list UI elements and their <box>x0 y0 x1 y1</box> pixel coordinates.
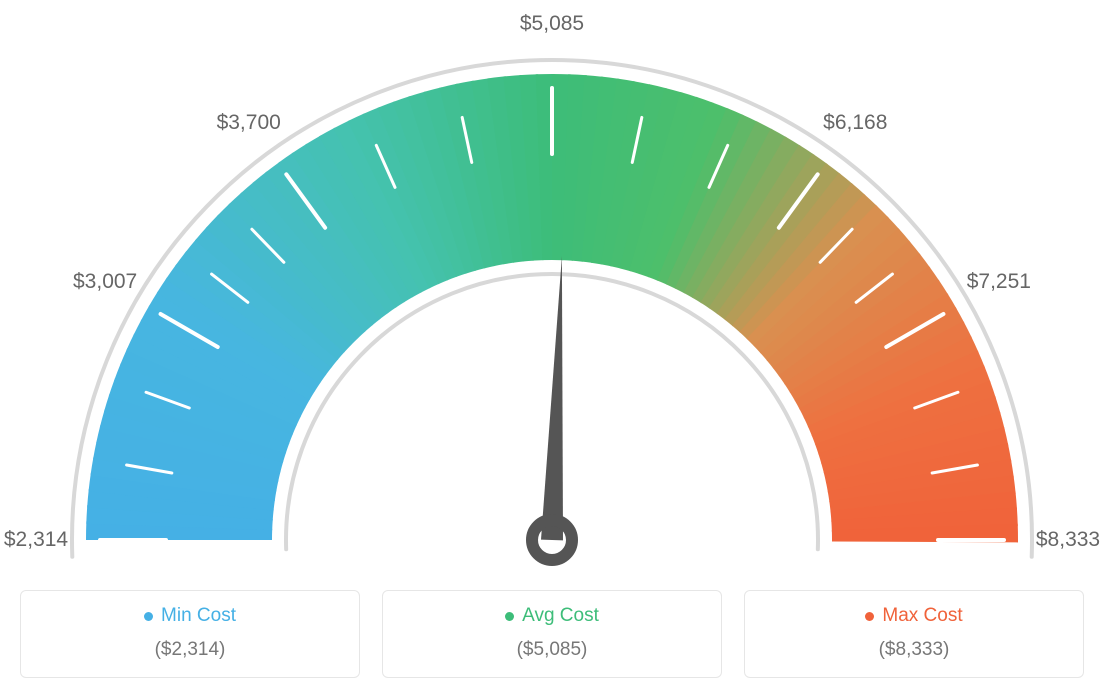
gauge-tick-label: $3,700 <box>217 111 281 135</box>
gauge-chart: $2,314$3,007$3,700$5,085$6,168$7,251$8,3… <box>20 20 1084 580</box>
legend-label: Avg Cost <box>522 605 599 627</box>
gauge-tick-label: $5,085 <box>520 12 584 36</box>
dot-icon <box>144 612 153 621</box>
legend-card-avg: Avg Cost ($5,085) <box>382 590 722 678</box>
legend-title-max: Max Cost <box>865 605 962 627</box>
gauge-tick-label: $2,314 <box>4 528 68 552</box>
dot-icon <box>865 612 874 621</box>
legend-label: Max Cost <box>882 605 962 627</box>
gauge-tick-label: $6,168 <box>823 111 887 135</box>
legend-row: Min Cost ($2,314) Avg Cost ($5,085) Max … <box>20 590 1084 678</box>
legend-card-min: Min Cost ($2,314) <box>20 590 360 678</box>
dot-icon <box>505 612 514 621</box>
gauge-tick-label: $7,251 <box>967 270 1031 294</box>
gauge-needle <box>541 256 563 540</box>
legend-label: Min Cost <box>161 605 236 627</box>
cost-gauge-widget: $2,314$3,007$3,700$5,085$6,168$7,251$8,3… <box>20 20 1084 678</box>
legend-title-min: Min Cost <box>144 605 236 627</box>
legend-title-avg: Avg Cost <box>505 605 599 627</box>
gauge-svg <box>20 20 1084 580</box>
gauge-tick-label: $3,007 <box>73 270 137 294</box>
legend-value: ($5,085) <box>393 639 711 661</box>
gauge-tick-label: $8,333 <box>1036 528 1100 552</box>
legend-value: ($2,314) <box>31 639 349 661</box>
legend-card-max: Max Cost ($8,333) <box>744 590 1084 678</box>
legend-value: ($8,333) <box>755 639 1073 661</box>
